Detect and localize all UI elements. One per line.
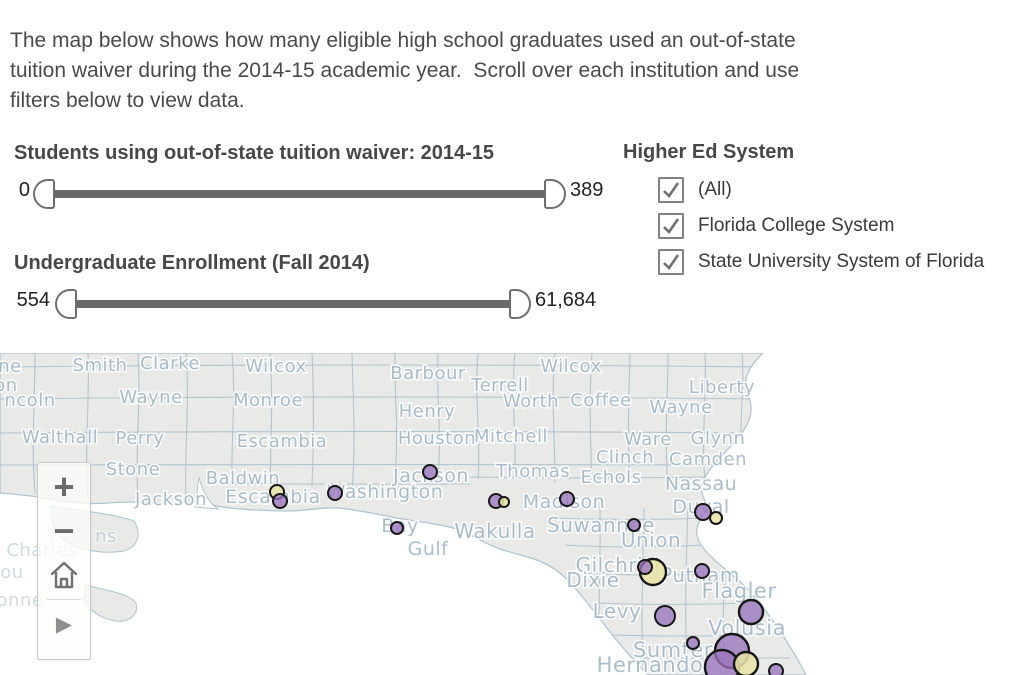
county-label: ne — [0, 356, 22, 377]
county-label: Hernando — [597, 653, 704, 675]
county-label: Worth — [503, 391, 559, 412]
enrollment-slider-track[interactable] — [74, 300, 512, 308]
county-label: Terrell — [470, 375, 529, 396]
bay-inlet — [194, 476, 220, 510]
institution-marker[interactable] — [709, 511, 723, 525]
enrollment-slider: 554 61,684 — [0, 286, 620, 322]
checkbox-all[interactable] — [658, 177, 684, 203]
institution-marker[interactable] — [637, 559, 653, 575]
county-label: ou — [0, 562, 23, 583]
institution-marker[interactable] — [732, 650, 760, 675]
waiver-slider-handle-right[interactable] — [544, 179, 566, 209]
home-button[interactable] — [38, 553, 90, 597]
description-line: The map below shows how many eligible hi… — [10, 29, 796, 52]
institution-marker[interactable] — [272, 493, 288, 509]
county-label: Camden — [669, 449, 747, 470]
waiver-max-value: 389 — [570, 179, 604, 201]
county-label: Jackson — [134, 489, 207, 510]
description-line: filters below to view data. — [10, 89, 245, 112]
county-label: Escambia — [237, 431, 328, 452]
county-label: Dixie — [566, 568, 619, 592]
checkmark-icon — [663, 182, 680, 199]
county-label: Houston — [398, 428, 476, 449]
county-label: Nassau — [665, 473, 737, 495]
institution-marker[interactable] — [327, 485, 343, 501]
county-label: Washington — [327, 481, 444, 503]
home-icon — [50, 561, 78, 589]
expand-toolbar-button[interactable]: ▶ — [55, 612, 73, 636]
county-label: Henry — [399, 401, 456, 422]
markers-layer — [269, 464, 784, 675]
county-label: on — [0, 375, 18, 396]
institution-marker[interactable] — [422, 464, 438, 480]
county-label: Stone — [106, 459, 160, 480]
higher-ed-system-title: Higher Ed System — [623, 141, 795, 163]
county-label: Wakulla — [454, 519, 535, 543]
county-label: Perry — [116, 428, 165, 449]
county-label: Mitchell — [474, 426, 548, 447]
county-label: Levy — [593, 599, 642, 623]
institution-marker[interactable] — [686, 636, 700, 650]
county-label: Union — [621, 528, 681, 552]
county-label: Flagler — [701, 579, 776, 603]
description-text: The map below shows how many eligible hi… — [10, 26, 1015, 116]
checkmark-icon — [663, 254, 680, 271]
map-toolbar: + − ▶ — [37, 462, 91, 660]
county-label: Wayne — [119, 387, 182, 408]
delta-land — [83, 584, 138, 622]
checkbox-label-all: (All) — [698, 179, 732, 200]
county-label: Liberty — [689, 377, 755, 398]
county-label: ncoln — [4, 390, 55, 411]
checkbox-label-florida-college-system: Florida College System — [698, 215, 895, 236]
zoom-out-button[interactable]: − — [53, 510, 75, 551]
checkmark-icon — [663, 218, 680, 235]
description-line: tuition waiver during the 2014-15 academ… — [10, 59, 800, 82]
institution-marker[interactable] — [768, 663, 784, 675]
institution-marker[interactable] — [559, 491, 575, 507]
county-label: Smith — [73, 355, 128, 376]
enrollment-slider-title: Undergraduate Enrollment (Fall 2014) — [14, 252, 370, 274]
waiver-slider: 0 389 — [0, 176, 620, 212]
county-label: Glynn — [691, 428, 746, 449]
enrollment-max-value: 61,684 — [535, 289, 597, 311]
institution-marker[interactable] — [694, 503, 712, 521]
waiver-min-value: 0 — [18, 179, 30, 201]
checkbox-florida-college-system[interactable] — [658, 213, 684, 239]
county-label: Monroe — [233, 390, 303, 411]
county-label: Wayne — [649, 397, 712, 418]
county-borders — [0, 353, 790, 675]
institution-marker[interactable] — [654, 605, 676, 627]
enrollment-slider-handle-right[interactable] — [509, 289, 531, 319]
county-label: Gulf — [408, 538, 450, 560]
county-label: Ware — [624, 429, 672, 450]
enrollment-min-value: 554 — [16, 289, 50, 311]
institution-marker[interactable] — [498, 496, 510, 508]
county-label: Barbour — [390, 363, 466, 384]
institution-marker[interactable] — [694, 563, 710, 579]
toolbar-divider — [47, 599, 81, 600]
checkbox-state-university-system[interactable] — [658, 249, 684, 275]
county-label: Clinch — [596, 447, 654, 468]
county-label: Clarke — [140, 353, 200, 374]
checkbox-label-state-university-system: State University System of Florida — [698, 251, 985, 272]
county-label: Baldwin — [206, 468, 280, 489]
waiver-slider-track[interactable] — [52, 190, 548, 198]
county-label: Walthall — [22, 427, 98, 448]
waiver-slider-handle-left[interactable] — [33, 179, 55, 209]
enrollment-slider-handle-left[interactable] — [55, 289, 77, 319]
waiver-slider-title: Students using out-of-state tuition waiv… — [14, 142, 495, 164]
institution-marker[interactable] — [390, 521, 404, 535]
county-label: Wilcox — [245, 356, 306, 377]
zoom-in-button[interactable]: + — [53, 466, 75, 507]
county-label: Echols — [580, 467, 641, 488]
county-label: ns — [95, 526, 117, 547]
county-label: Thomas — [495, 461, 570, 482]
institution-marker[interactable] — [737, 598, 765, 626]
institution-marker[interactable] — [627, 518, 641, 532]
county-label: Wilcox — [540, 356, 601, 377]
county-label: Coffee — [570, 390, 631, 411]
